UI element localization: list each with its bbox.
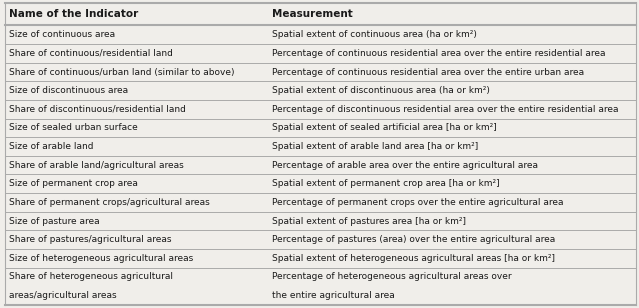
Bar <box>5 137 636 156</box>
Text: Share of continuous/residential land: Share of continuous/residential land <box>9 49 173 58</box>
Text: Percentage of discontinuous residential area over the entire residential area: Percentage of discontinuous residential … <box>272 105 619 114</box>
Text: Size of sealed urban surface: Size of sealed urban surface <box>9 124 137 132</box>
Text: Size of continuous area: Size of continuous area <box>9 30 115 39</box>
Text: Percentage of heterogeneous agricultural areas over: Percentage of heterogeneous agricultural… <box>272 272 512 281</box>
Text: the entire agricultural area: the entire agricultural area <box>272 291 395 301</box>
Text: Size of discontinuous area: Size of discontinuous area <box>9 86 128 95</box>
Bar <box>5 81 636 100</box>
Text: Percentage of pastures (area) over the entire agricultural area: Percentage of pastures (area) over the e… <box>272 235 555 244</box>
Text: Share of arable land/agricultural areas: Share of arable land/agricultural areas <box>9 161 183 170</box>
Text: Share of continuous/urban land (similar to above): Share of continuous/urban land (similar … <box>9 67 235 76</box>
Text: Size of arable land: Size of arable land <box>9 142 93 151</box>
Bar <box>5 156 636 175</box>
Text: Spatial extent of discontinuous area (ha or km²): Spatial extent of discontinuous area (ha… <box>272 86 490 95</box>
Bar <box>5 212 636 230</box>
Bar <box>5 119 636 137</box>
Text: Size of permanent crop area: Size of permanent crop area <box>9 179 138 188</box>
Bar <box>5 249 636 268</box>
Bar <box>5 63 636 81</box>
Text: Size of pasture area: Size of pasture area <box>9 217 100 225</box>
Bar <box>5 44 636 63</box>
Text: Spatial extent of permanent crop area [ha or km²]: Spatial extent of permanent crop area [h… <box>272 179 500 188</box>
Text: Spatial extent of arable land area [ha or km²]: Spatial extent of arable land area [ha o… <box>272 142 478 151</box>
Bar <box>5 193 636 212</box>
Text: Spatial extent of sealed artificial area [ha or km²]: Spatial extent of sealed artificial area… <box>272 124 497 132</box>
Text: Share of discontinuous/residential land: Share of discontinuous/residential land <box>9 105 186 114</box>
Bar <box>5 26 636 44</box>
Text: Percentage of continuous residential area over the entire urban area: Percentage of continuous residential are… <box>272 67 584 76</box>
Text: Share of heterogeneous agricultural: Share of heterogeneous agricultural <box>9 272 173 281</box>
Text: Size of heterogeneous agricultural areas: Size of heterogeneous agricultural areas <box>9 254 193 263</box>
Text: Percentage of continuous residential area over the entire residential area: Percentage of continuous residential are… <box>272 49 606 58</box>
Text: Percentage of arable area over the entire agricultural area: Percentage of arable area over the entir… <box>272 161 538 170</box>
Text: Spatial extent of heterogeneous agricultural areas [ha or km²]: Spatial extent of heterogeneous agricult… <box>272 254 555 263</box>
Bar <box>5 100 636 119</box>
Text: Spatial extent of pastures area [ha or km²]: Spatial extent of pastures area [ha or k… <box>272 217 466 225</box>
Text: Share of pastures/agricultural areas: Share of pastures/agricultural areas <box>9 235 171 244</box>
Bar <box>5 175 636 193</box>
Text: Spatial extent of continuous area (ha or km²): Spatial extent of continuous area (ha or… <box>272 30 477 39</box>
Text: Name of the Indicator: Name of the Indicator <box>9 9 138 19</box>
Text: Share of permanent crops/agricultural areas: Share of permanent crops/agricultural ar… <box>9 198 210 207</box>
Text: Measurement: Measurement <box>272 9 353 19</box>
Text: areas/agricultural areas: areas/agricultural areas <box>9 291 116 301</box>
Text: Percentage of permanent crops over the entire agricultural area: Percentage of permanent crops over the e… <box>272 198 564 207</box>
Bar <box>5 230 636 249</box>
Bar <box>5 3 636 26</box>
Bar <box>5 268 636 305</box>
